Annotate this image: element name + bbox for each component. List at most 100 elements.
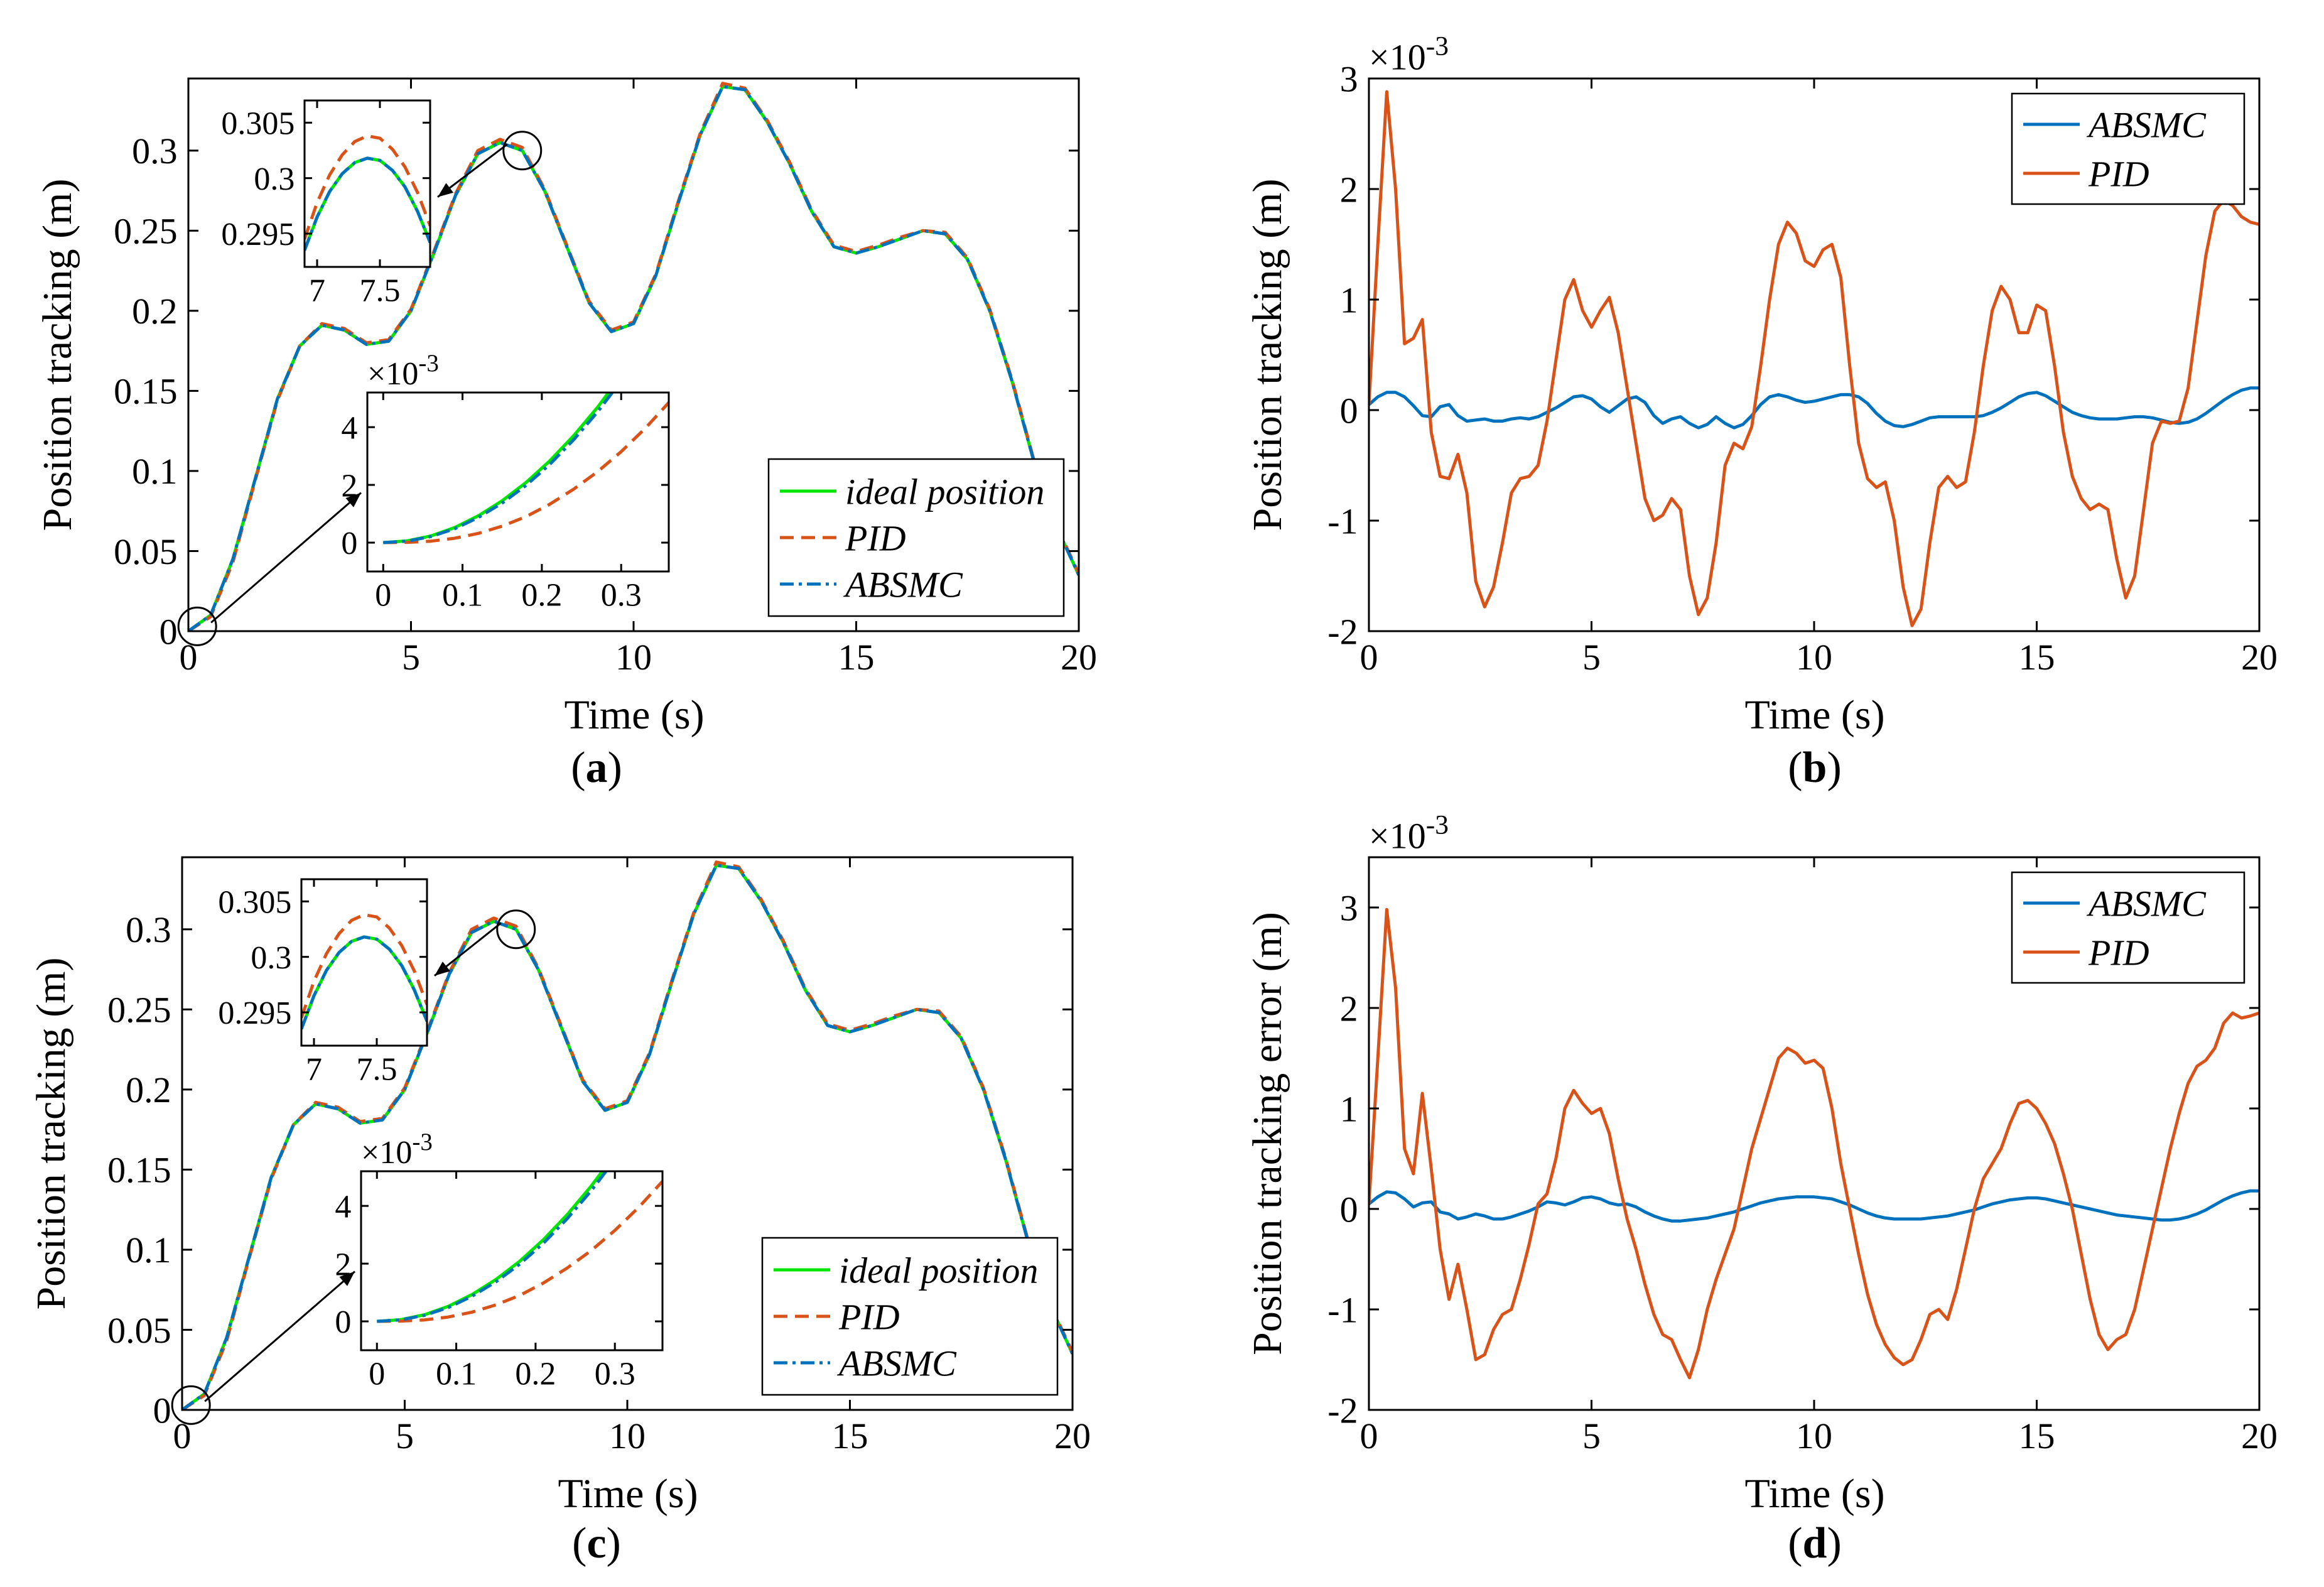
chart-b-exponent-base: ×10 [1369,37,1426,78]
chart-d-ytick-label: 2 [1340,988,1358,1029]
zoom-arrowhead-peak [438,183,454,197]
chart-b-legend-box [2011,92,2246,205]
inset-start-xtick-label: 0.1 [442,578,483,614]
chart-b-caption: (b) [1788,744,1842,792]
inset-peak-absmc-line [305,156,430,251]
chart-d-ytick-label: -2 [1327,1390,1358,1431]
chart-a-legend-label-pid: PID [845,517,906,558]
chart-c-legend-label-absmc: ABSMC [836,1343,957,1384]
chart-d-xlabel: Time (s) [1744,1471,1884,1517]
chart-d-xtick-label: 15 [2019,1416,2055,1456]
zoom-arrowhead-start [345,492,361,507]
chart-d-ytick-label: -1 [1327,1289,1358,1330]
chart-a-ytick-label: 0.15 [114,371,178,412]
chart-d-ylabel: Position tracking error (m) [1245,912,1290,1355]
inset-peak-ytick-label: 0.3 [254,161,295,197]
inset-background [301,879,427,1046]
chart-d-legend-label-absmc: ABSMC [2086,883,2207,924]
inset-peak-xtick-label: 7.5 [357,1052,397,1088]
chart-a-ytick-label: 0.3 [132,131,178,171]
chart-d-pid-line [1369,907,2259,1380]
chart-c-ylabel: Position tracking (m) [28,958,74,1310]
chart-c-xtick-label: 10 [609,1416,646,1456]
caption-paren-close: ) [1827,1519,1841,1568]
chart-d-absmc-line [1369,1189,2259,1223]
zoom-arrowhead-peak [435,961,450,976]
chart-d-xtick-label: 10 [1796,1416,1832,1456]
chart-c-absmc-line [182,864,1073,1410]
chart-a-ytick-label: 0.2 [132,291,178,332]
zoom-arrowhead-start [339,1271,355,1286]
chart-a-xtick-label: 20 [1061,637,1097,678]
chart-a-legend-label-absmc: ABSMC [843,564,963,605]
inset-background [305,100,430,267]
inset-start-ytick-label: 0 [341,526,357,561]
chart-d-xtick-label: 20 [2241,1416,2278,1456]
inset-start-pid-line [383,401,669,544]
chart-c-xtick-label: 5 [396,1416,414,1456]
zoom-circle-peak [502,131,543,171]
chart-c-legend-label-ideal-position: ideal position [839,1250,1038,1291]
zoom-arrow-start [210,492,362,624]
chart-b-xtick-label: 20 [2241,637,2278,678]
inset-peak-ytick-label: 0.305 [218,885,291,921]
chart-a-ylabel: Position tracking (m) [35,179,80,531]
zoom-circle-start [171,1385,211,1425]
chart-d-ytick-label: 3 [1340,887,1358,928]
zoom-arrow-start [204,1270,355,1402]
chart-c-ytick-label: 0.15 [107,1150,171,1191]
caption-letter: c [586,1519,606,1568]
chart-a-absmc-line [188,85,1079,631]
chart-d-exponent-base: ×10 [1369,816,1426,857]
caption-paren-open: ( [572,1519,586,1568]
inset-peak-ytick-label: 0.3 [251,940,291,976]
chart-c-ytick-label: 0.1 [126,1230,171,1270]
chart-a-legend-box [767,458,1065,617]
inset-start-xtick-label: 0 [375,578,391,614]
inset-peak-frame [300,878,428,1047]
chart-a-legend-label-ideal-position: ideal position [845,471,1044,512]
chart-c-legend-label-pid: PID [838,1296,900,1337]
chart-b-ytick-label: 2 [1340,169,1358,210]
inset-start-xtick-label: 0.1 [436,1357,477,1392]
inset-background [361,1171,662,1350]
chart-a-xtick-label: 15 [838,637,875,678]
chart-a-caption: (a) [571,744,622,792]
inset-start-xtick-label: 0.3 [595,1357,635,1392]
chart-c-ytick-label: 0.2 [126,1070,171,1110]
chart-b-xtick-label: 0 [1360,637,1378,678]
chart-b-exponent-power: -3 [1426,31,1449,61]
caption-paren-open: ( [1788,1519,1802,1568]
chart-c-ytick-label: 0 [153,1390,171,1431]
chart-d-xtick-label: 0 [1360,1416,1378,1456]
inset-start-exponent-base: ×10 [367,356,418,392]
chart-b-ytick-label: 0 [1340,390,1358,431]
inset-start-xtick-label: 0.2 [515,1357,556,1392]
inset-peak-xtick-label: 7.5 [360,273,401,309]
inset-start-exponent: ×10-3 [361,1129,433,1171]
chart-b-legend-label-pid: PID [2088,153,2149,194]
chart-b-xtick-label: 10 [1796,637,1832,678]
chart-panel-b: 0 5 10 15 20 -2 -1 0 1 2 3 ×10-3 Time (s) Position tr… [1245,31,2278,792]
chart-b-ytick-label: 3 [1340,58,1358,99]
inset-peak-xtick-label: 7 [306,1052,322,1088]
inset-start-ytick-label: 0 [335,1304,351,1340]
inset-peak-ytick-label: 0.295 [221,217,295,252]
inset-start-ytick-label: 4 [335,1189,351,1225]
chart-b-ytick-label: -2 [1327,611,1358,652]
chart-b-ytick-label: -1 [1327,501,1358,541]
caption-paren-close: ) [1827,744,1841,792]
inset-start-absmc-line [383,393,615,544]
inset-peak-frame [303,99,431,268]
caption-letter: a [586,744,608,792]
chart-panel-d: 0 5 10 15 20 -2 -1 0 1 2 3 ×10-3 Time (s) Position tr… [1245,810,2278,1568]
chart-b-absmc-line [1369,386,2259,430]
chart-a-xtick-label: 5 [402,637,420,678]
chart-b-ytick-label: 1 [1340,279,1358,320]
inset-start-exponent: ×10-3 [367,350,439,392]
chart-a-xlabel: Time (s) [564,692,704,738]
chart-c-xlabel: Time (s) [558,1471,698,1517]
